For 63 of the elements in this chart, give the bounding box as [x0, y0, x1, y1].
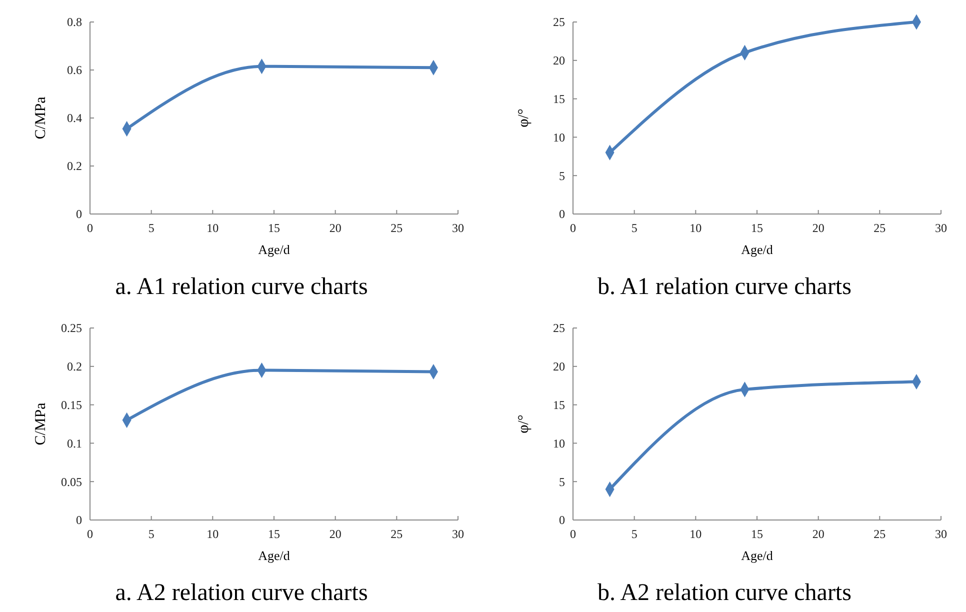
y-tick-label: 0.6 — [67, 63, 82, 78]
x-tick-label: 25 — [390, 221, 403, 235]
x-tick-label: 10 — [206, 221, 219, 235]
y-tick-label: 10 — [553, 436, 565, 450]
x-tick-label: 10 — [206, 527, 219, 541]
text: b. A1 relation curve charts — [598, 274, 852, 300]
y-tick-label: 0 — [559, 513, 565, 528]
x-tick-label: 25 — [874, 221, 886, 235]
x-tick-label: 30 — [452, 527, 464, 541]
y-tick-label: 15 — [553, 92, 565, 106]
y-tick-label: 25 — [553, 15, 565, 30]
y-tick-label: 0.25 — [61, 321, 82, 336]
y-axis-title: φ/° — [516, 414, 532, 434]
x-tick-label: 0 — [570, 527, 576, 541]
x-tick-label: 30 — [935, 221, 947, 235]
x-tick-label: 0 — [87, 527, 93, 541]
y-tick-label: 20 — [553, 360, 565, 374]
x-tick-label: 15 — [751, 221, 763, 235]
x-tick-label: 10 — [690, 527, 702, 541]
x-tick-label: 5 — [631, 221, 638, 235]
y-tick-label: 5 — [559, 474, 565, 489]
y-tick-label: 0.05 — [61, 474, 82, 489]
x-tick-label: 20 — [329, 527, 342, 541]
x-axis-title: Age/d — [741, 242, 774, 257]
y-axis-title: C/MPa — [33, 402, 49, 446]
y-tick-label: 0.15 — [61, 398, 82, 412]
x-tick-label: 30 — [935, 527, 947, 541]
y-tick-label: 0.2 — [67, 360, 82, 374]
y-tick-label: 10 — [553, 130, 565, 144]
x-axis-title: Age/d — [741, 548, 774, 563]
x-tick-label: 20 — [812, 527, 824, 541]
text: a. A2 relation curve charts — [115, 580, 368, 606]
y-tick-label: 0.4 — [67, 111, 82, 126]
x-tick-label: 5 — [148, 221, 154, 235]
y-axis-title: φ/° — [516, 108, 532, 128]
x-tick-label: 15 — [268, 527, 280, 541]
x-tick-label: 15 — [751, 527, 763, 541]
x-tick-label: 5 — [148, 527, 154, 541]
y-tick-label: 0.8 — [67, 15, 82, 30]
y-tick-label: 0.1 — [67, 436, 82, 450]
x-tick-label: 15 — [268, 221, 280, 235]
y-tick-label: 0 — [76, 513, 82, 528]
x-tick-label: 30 — [452, 221, 464, 235]
x-tick-label: 0 — [570, 221, 576, 235]
y-tick-label: 15 — [553, 398, 565, 412]
x-axis-title: Age/d — [258, 548, 290, 563]
y-tick-label: 25 — [553, 321, 565, 336]
x-tick-label: 10 — [690, 221, 702, 235]
y-tick-label: 20 — [553, 54, 565, 68]
x-axis-title: Age/d — [258, 242, 290, 257]
y-tick-label: 0.2 — [67, 159, 82, 174]
x-tick-label: 25 — [390, 527, 403, 541]
y-tick-label: 0 — [559, 207, 565, 222]
x-tick-label: 0 — [87, 221, 93, 235]
text: a. A1 relation curve charts — [115, 274, 368, 300]
x-tick-label: 25 — [874, 527, 886, 541]
x-tick-label: 20 — [329, 221, 342, 235]
text: b. A2 relation curve charts — [598, 580, 852, 606]
y-axis-title: C/MPa — [33, 96, 49, 140]
x-tick-label: 5 — [631, 527, 638, 541]
y-tick-label: 0 — [76, 207, 82, 222]
x-tick-label: 20 — [812, 221, 824, 235]
y-tick-label: 5 — [559, 168, 565, 183]
